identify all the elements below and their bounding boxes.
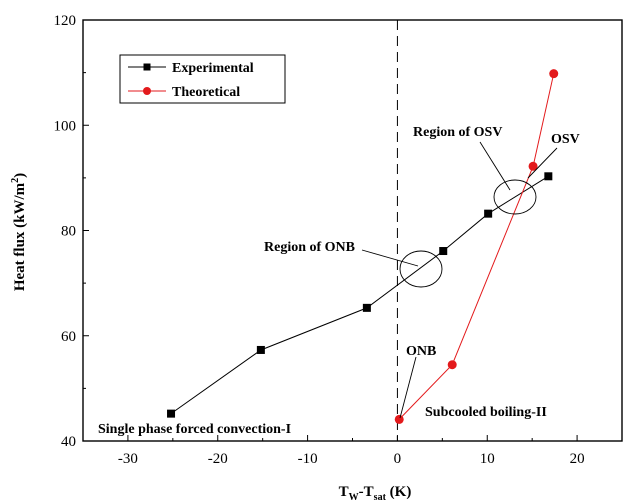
point-experimental <box>439 247 448 256</box>
legend-label-experimental: Experimental <box>172 61 254 76</box>
onb-leader <box>399 356 417 419</box>
region-onb-label: Region of ONB <box>264 240 355 255</box>
point-experimental <box>167 409 176 418</box>
plot-layer: -30 -20 -10 0 10 20 40 60 80 100 120 <box>54 13 623 467</box>
osv-leader <box>527 147 558 179</box>
subcooled-label: Subcooled boiling-II <box>425 405 547 420</box>
onb-region-ellipse <box>399 250 443 288</box>
x-tick-label: -30 <box>118 451 138 467</box>
point-theoretical <box>528 161 538 171</box>
legend-marker-theoretical <box>143 87 151 95</box>
osv-region-leader <box>479 141 511 191</box>
point-theoretical <box>447 360 457 370</box>
osv-region-ellipse <box>493 179 537 215</box>
y-tick-label: 120 <box>54 13 77 29</box>
series-line-theoretical <box>398 73 555 420</box>
legend: Experimental Theoretical <box>119 54 286 104</box>
x-axis-title: TW-Tsat (K) <box>339 484 412 501</box>
region-osv-label: Region of OSV <box>413 125 502 140</box>
osv-label: OSV <box>551 132 580 147</box>
point-theoretical <box>549 69 559 79</box>
y-tick-label: 80 <box>61 224 76 240</box>
point-experimental <box>544 172 553 181</box>
onb-label: ONB <box>406 344 436 359</box>
legend-marker-experimental <box>143 63 151 71</box>
x-tick-label: -10 <box>298 451 318 467</box>
point-experimental <box>256 345 265 354</box>
y-tick-label: 60 <box>61 329 76 345</box>
point-experimental <box>484 209 493 218</box>
onb-region-leader <box>361 249 419 267</box>
legend-label-theoretical: Theoretical <box>172 85 240 100</box>
point-experimental <box>362 303 371 312</box>
y-tick-label: 40 <box>61 434 76 450</box>
single-phase-label: Single phase forced convection-I <box>98 422 291 437</box>
x-tick-label: 20 <box>570 451 585 467</box>
point-theoretical <box>394 414 404 424</box>
y-axis-title: Heat flux (kW/m2) <box>10 173 28 291</box>
x-tick-label: -20 <box>208 451 228 467</box>
annotation-graphics <box>361 141 558 419</box>
legend-box <box>119 54 286 104</box>
x-tick-label: 10 <box>480 451 495 467</box>
y-tick-label: 100 <box>54 118 77 134</box>
x-tick-label: 0 <box>394 451 402 467</box>
